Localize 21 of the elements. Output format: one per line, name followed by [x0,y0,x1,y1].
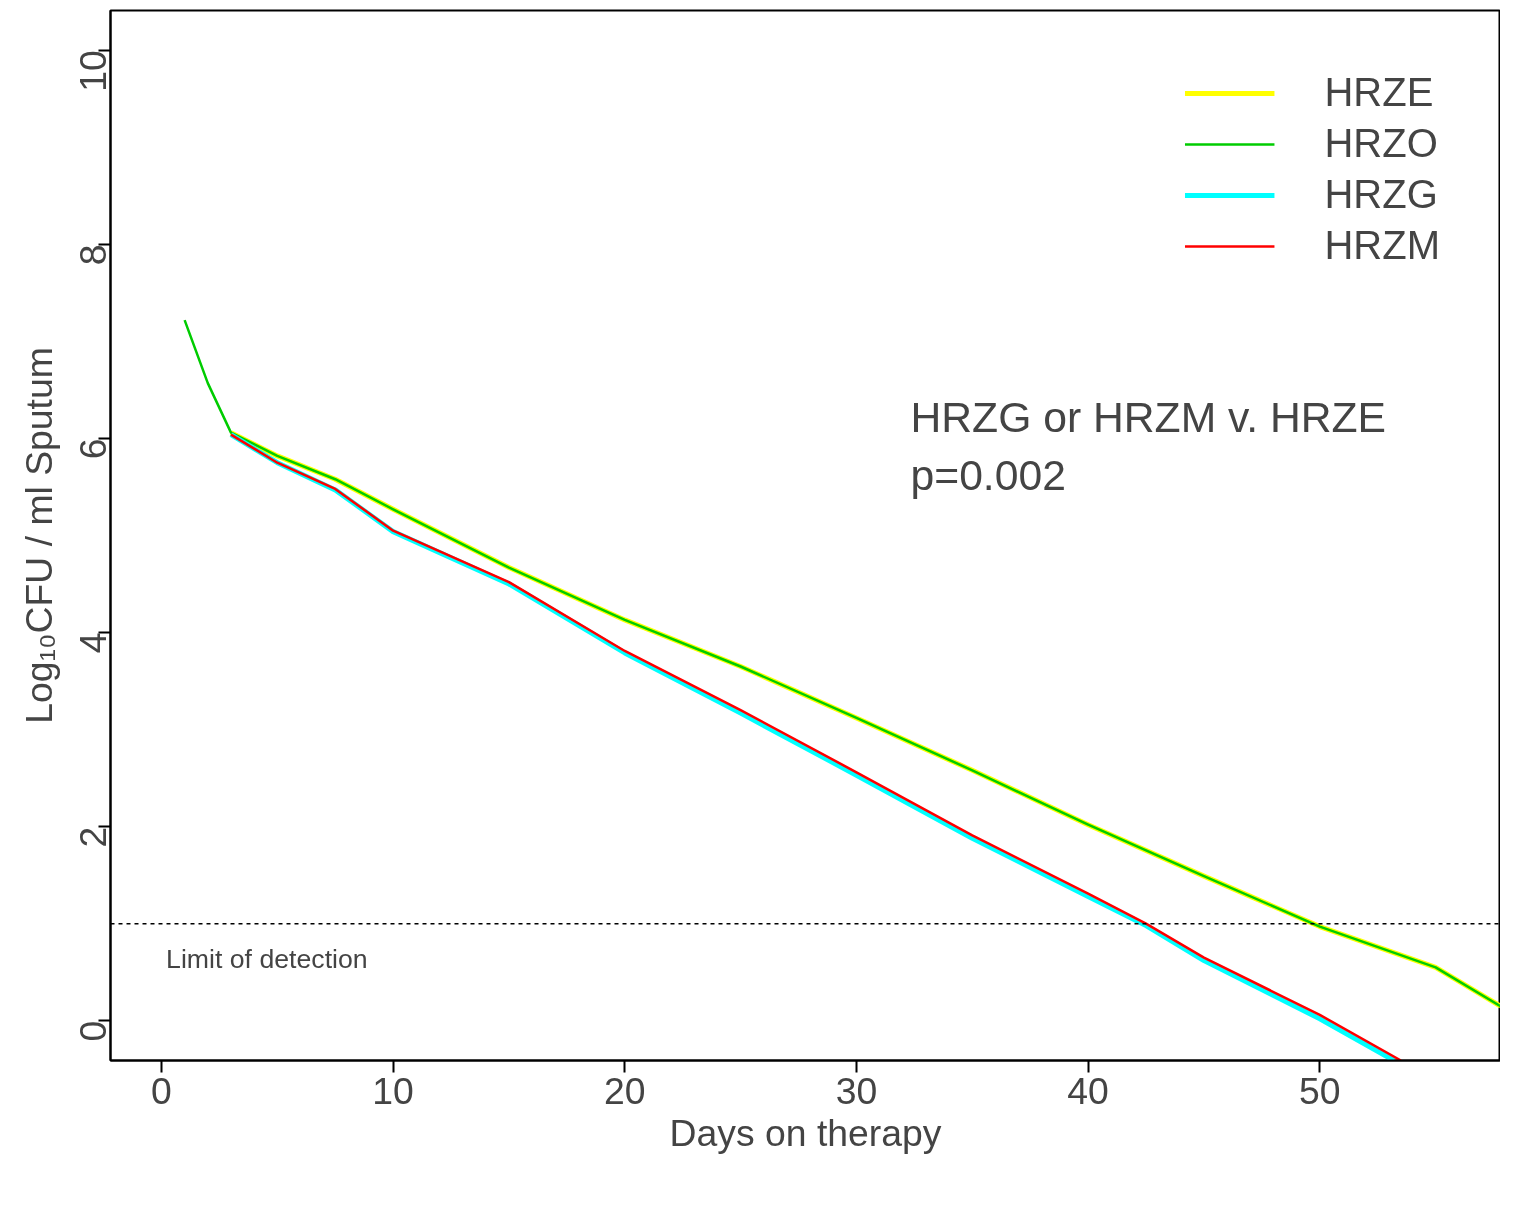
x-tick-label: 10 [372,1069,414,1112]
y-tick-label: 2 [72,826,115,848]
x-tick-label: 30 [835,1069,878,1112]
legend-label: HRZO [1324,121,1438,166]
y-tick-label: 8 [72,244,115,266]
x-tick-label: 0 [151,1069,172,1112]
annotation: p=0.002 [910,450,1066,499]
annotation: HRZG or HRZM v. HRZE [910,392,1387,441]
x-tick-label: 20 [604,1069,646,1112]
x-tick-label: 40 [1067,1069,1109,1112]
legend-label: HRZG [1324,172,1438,217]
x-axis-title: Days on therapy [669,1111,942,1154]
y-axis-title: Log₁₀CFU / ml Sputum [17,347,60,724]
legend-label: HRZM [1324,223,1440,268]
legend-label: HRZE [1324,70,1434,115]
y-tick-label: 0 [72,1020,115,1042]
y-tick-label: 10 [72,50,115,92]
ref-line-label: Limit of detection [166,943,368,974]
y-tick-label: 4 [72,632,115,654]
x-tick-label: 50 [1299,1069,1341,1112]
y-tick-label: 6 [72,438,115,460]
